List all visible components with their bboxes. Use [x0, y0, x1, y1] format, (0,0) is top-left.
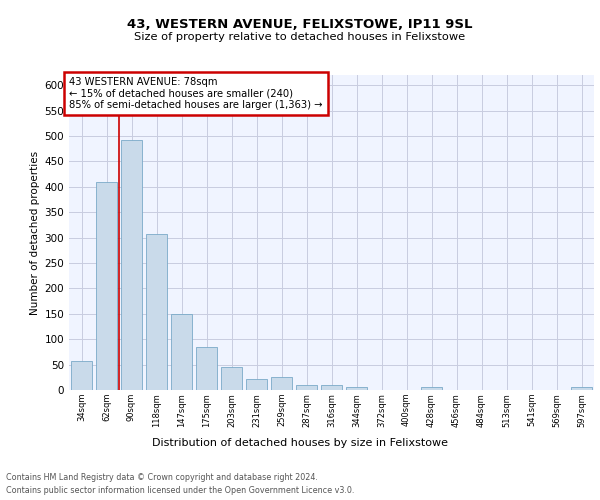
Text: Contains public sector information licensed under the Open Government Licence v3: Contains public sector information licen…: [6, 486, 355, 495]
Bar: [571, 388, 592, 390]
Text: Size of property relative to detached houses in Felixstowe: Size of property relative to detached ho…: [134, 32, 466, 42]
Bar: [246, 379, 267, 390]
Bar: [171, 314, 192, 390]
Bar: [196, 348, 217, 390]
Bar: [221, 367, 242, 390]
Text: 43 WESTERN AVENUE: 78sqm
← 15% of detached houses are smaller (240)
85% of semi-: 43 WESTERN AVENUE: 78sqm ← 15% of detach…: [69, 76, 323, 110]
Bar: [71, 361, 92, 390]
Bar: [121, 140, 142, 390]
Bar: [271, 378, 292, 390]
Bar: [96, 182, 117, 390]
Bar: [146, 234, 167, 390]
Y-axis label: Number of detached properties: Number of detached properties: [30, 150, 40, 314]
Text: Contains HM Land Registry data © Crown copyright and database right 2024.: Contains HM Land Registry data © Crown c…: [6, 472, 318, 482]
Text: 43, WESTERN AVENUE, FELIXSTOWE, IP11 9SL: 43, WESTERN AVENUE, FELIXSTOWE, IP11 9SL: [127, 18, 473, 30]
Bar: [321, 386, 342, 390]
Text: Distribution of detached houses by size in Felixstowe: Distribution of detached houses by size …: [152, 438, 448, 448]
Bar: [421, 388, 442, 390]
Bar: [346, 388, 367, 390]
Bar: [296, 385, 317, 390]
